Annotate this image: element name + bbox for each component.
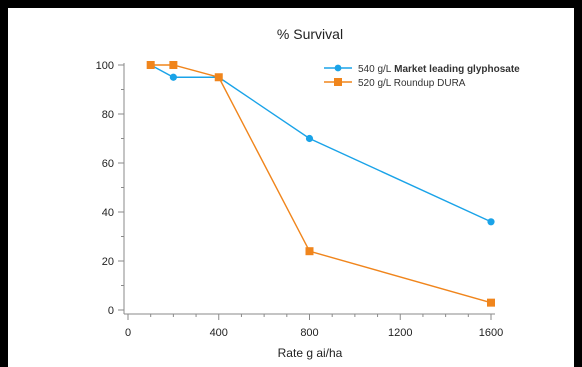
series-line	[150, 64, 492, 304]
legend-label-emphasis: Market leading glyphosate	[391, 64, 520, 75]
data-point	[169, 73, 177, 81]
legend-entry-1: 540 g/L Market leading glyphosate	[324, 64, 520, 75]
legend-label: 540 g/L Market leading glyphosate	[358, 64, 520, 75]
x-axis-label: Rate g ai/ha	[278, 346, 343, 360]
y-tick-label: 0	[108, 305, 114, 317]
legend-label: 520 g/L Roundup DURA	[358, 78, 466, 89]
y-tick-label: 40	[102, 207, 114, 219]
x-tick-label: 800	[300, 327, 318, 339]
legend: 540 g/L Market leading glyphosate 520 g/L…	[324, 64, 520, 89]
x-tick-label: 0	[125, 327, 131, 339]
legend-label-prefix: 540 g/L	[358, 64, 392, 75]
data-point	[305, 247, 314, 256]
y-tick-label: 60	[102, 158, 114, 170]
data-point	[487, 218, 495, 226]
y-tick-label: 20	[102, 256, 114, 268]
data-point	[305, 134, 314, 143]
y-tick-label: 100	[96, 60, 114, 72]
axes: 0 20 40 60 80 100 0 400 800 1200 1600	[96, 60, 504, 339]
legend-label-prefix: 520 g/L Roundup DURA	[358, 78, 466, 89]
x-tick-label: 1200	[388, 327, 412, 339]
survival-chart: % Survival 0 20 40 60 80 100 0 400 800 1200 1600 5…	[96, 26, 521, 360]
series-layer	[146, 61, 495, 307]
chart-panel: % Survival 0 20 40 60 80 100 0 400 800 1200 1600 5…	[8, 8, 574, 367]
chart-title: % Survival	[277, 26, 343, 42]
data-point	[487, 298, 495, 307]
data-point	[214, 73, 223, 82]
series-2	[146, 61, 495, 307]
data-point	[146, 61, 155, 69]
legend-marker	[334, 78, 342, 86]
x-tick-label: 400	[210, 327, 228, 339]
legend-entry-2: 520 g/L Roundup DURA	[324, 78, 466, 89]
x-tick-label: 1600	[479, 327, 503, 339]
data-point	[169, 61, 178, 69]
y-tick-label: 80	[102, 109, 114, 121]
legend-marker	[334, 64, 342, 72]
